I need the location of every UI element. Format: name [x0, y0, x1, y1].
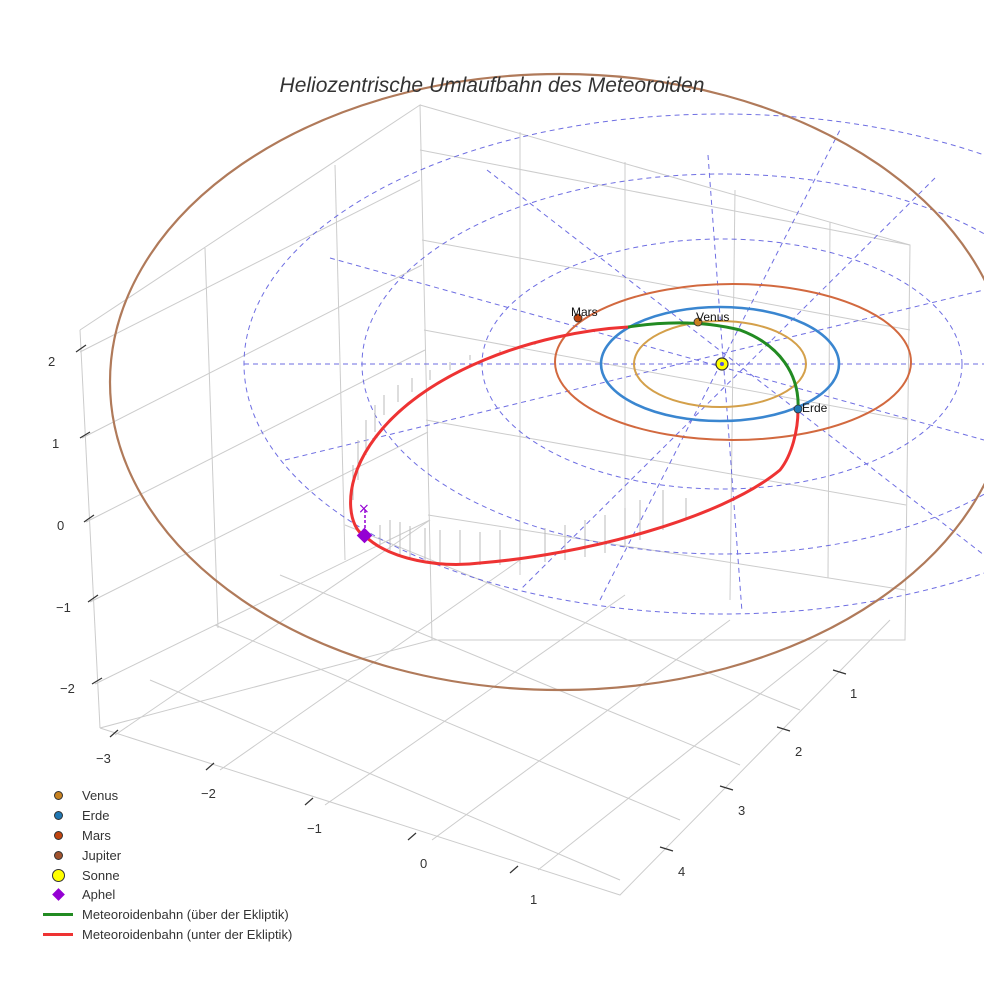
legend-item-erde[interactable]: Erde: [36, 806, 292, 826]
axes-grid: [79, 104, 911, 896]
erde-dot-icon: [53, 811, 63, 821]
chart-title: Heliozentrische Umlaufbahn des Meteoroid…: [279, 74, 705, 97]
meteoroid-orbit-above: [627, 321, 800, 411]
y-tick-2: 2: [795, 744, 802, 759]
z-tick-neg1: −1: [56, 600, 71, 615]
mars-dot-icon: [53, 830, 63, 840]
mars-orbit: [554, 283, 912, 441]
legend-item-sonne[interactable]: Sonne: [36, 865, 292, 885]
jupiter-orbit: [109, 72, 984, 692]
x-tick-neg2: −2: [201, 786, 216, 801]
legend: Venus Erde Mars Jupiter Sonne Aphel Mete…: [36, 786, 292, 944]
green-line-icon: [43, 913, 73, 916]
diamond-icon: [51, 888, 65, 902]
aphel-marker[interactable]: ×: [356, 501, 373, 544]
x-tick-1: 1: [530, 892, 537, 907]
y-tick-3: 3: [738, 803, 745, 818]
z-tick-0: 0: [57, 518, 64, 533]
erde-marker[interactable]: [793, 404, 803, 414]
x-tick-neg1: −1: [307, 821, 322, 836]
jupiter-dot-icon: [53, 850, 63, 860]
legend-item-jupiter[interactable]: Jupiter: [36, 845, 292, 865]
y-tick-1: 1: [850, 686, 857, 701]
legend-item-aphel[interactable]: Aphel: [36, 885, 292, 905]
legend-item-orbit-above[interactable]: Meteoroidenbahn (über der Ekliptik): [36, 905, 292, 925]
ecliptic-grid: [243, 113, 984, 615]
sun-dot-icon: [51, 868, 65, 882]
meteoroid-orbit-below: [349, 325, 800, 566]
z-tick-1: 1: [52, 436, 59, 451]
z-tick-neg2: −2: [60, 681, 75, 696]
earth-orbit: [599, 305, 841, 423]
sun-marker[interactable]: [715, 357, 729, 371]
venus-orbit: [633, 320, 807, 408]
venus-label: Venus: [696, 310, 729, 324]
mars-label: Mars: [571, 305, 598, 319]
erde-label: Erde: [802, 401, 828, 415]
legend-item-venus[interactable]: Venus: [36, 786, 292, 806]
red-line-icon: [43, 933, 73, 936]
z-tick-2: 2: [48, 354, 55, 369]
axis-ticks: [75, 344, 847, 874]
mars-marker[interactable]: [573, 313, 583, 323]
venus-marker[interactable]: [693, 317, 703, 327]
x-tick-0: 0: [420, 856, 427, 871]
legend-item-orbit-below[interactable]: Meteoroidenbahn (unter der Ekliptik): [36, 925, 292, 945]
aphel-projection-x-icon: ×: [358, 501, 370, 517]
y-tick-4: 4: [678, 864, 685, 879]
x-tick-neg3: −3: [96, 751, 111, 766]
legend-item-mars[interactable]: Mars: [36, 826, 292, 846]
venus-dot-icon: [53, 791, 63, 801]
